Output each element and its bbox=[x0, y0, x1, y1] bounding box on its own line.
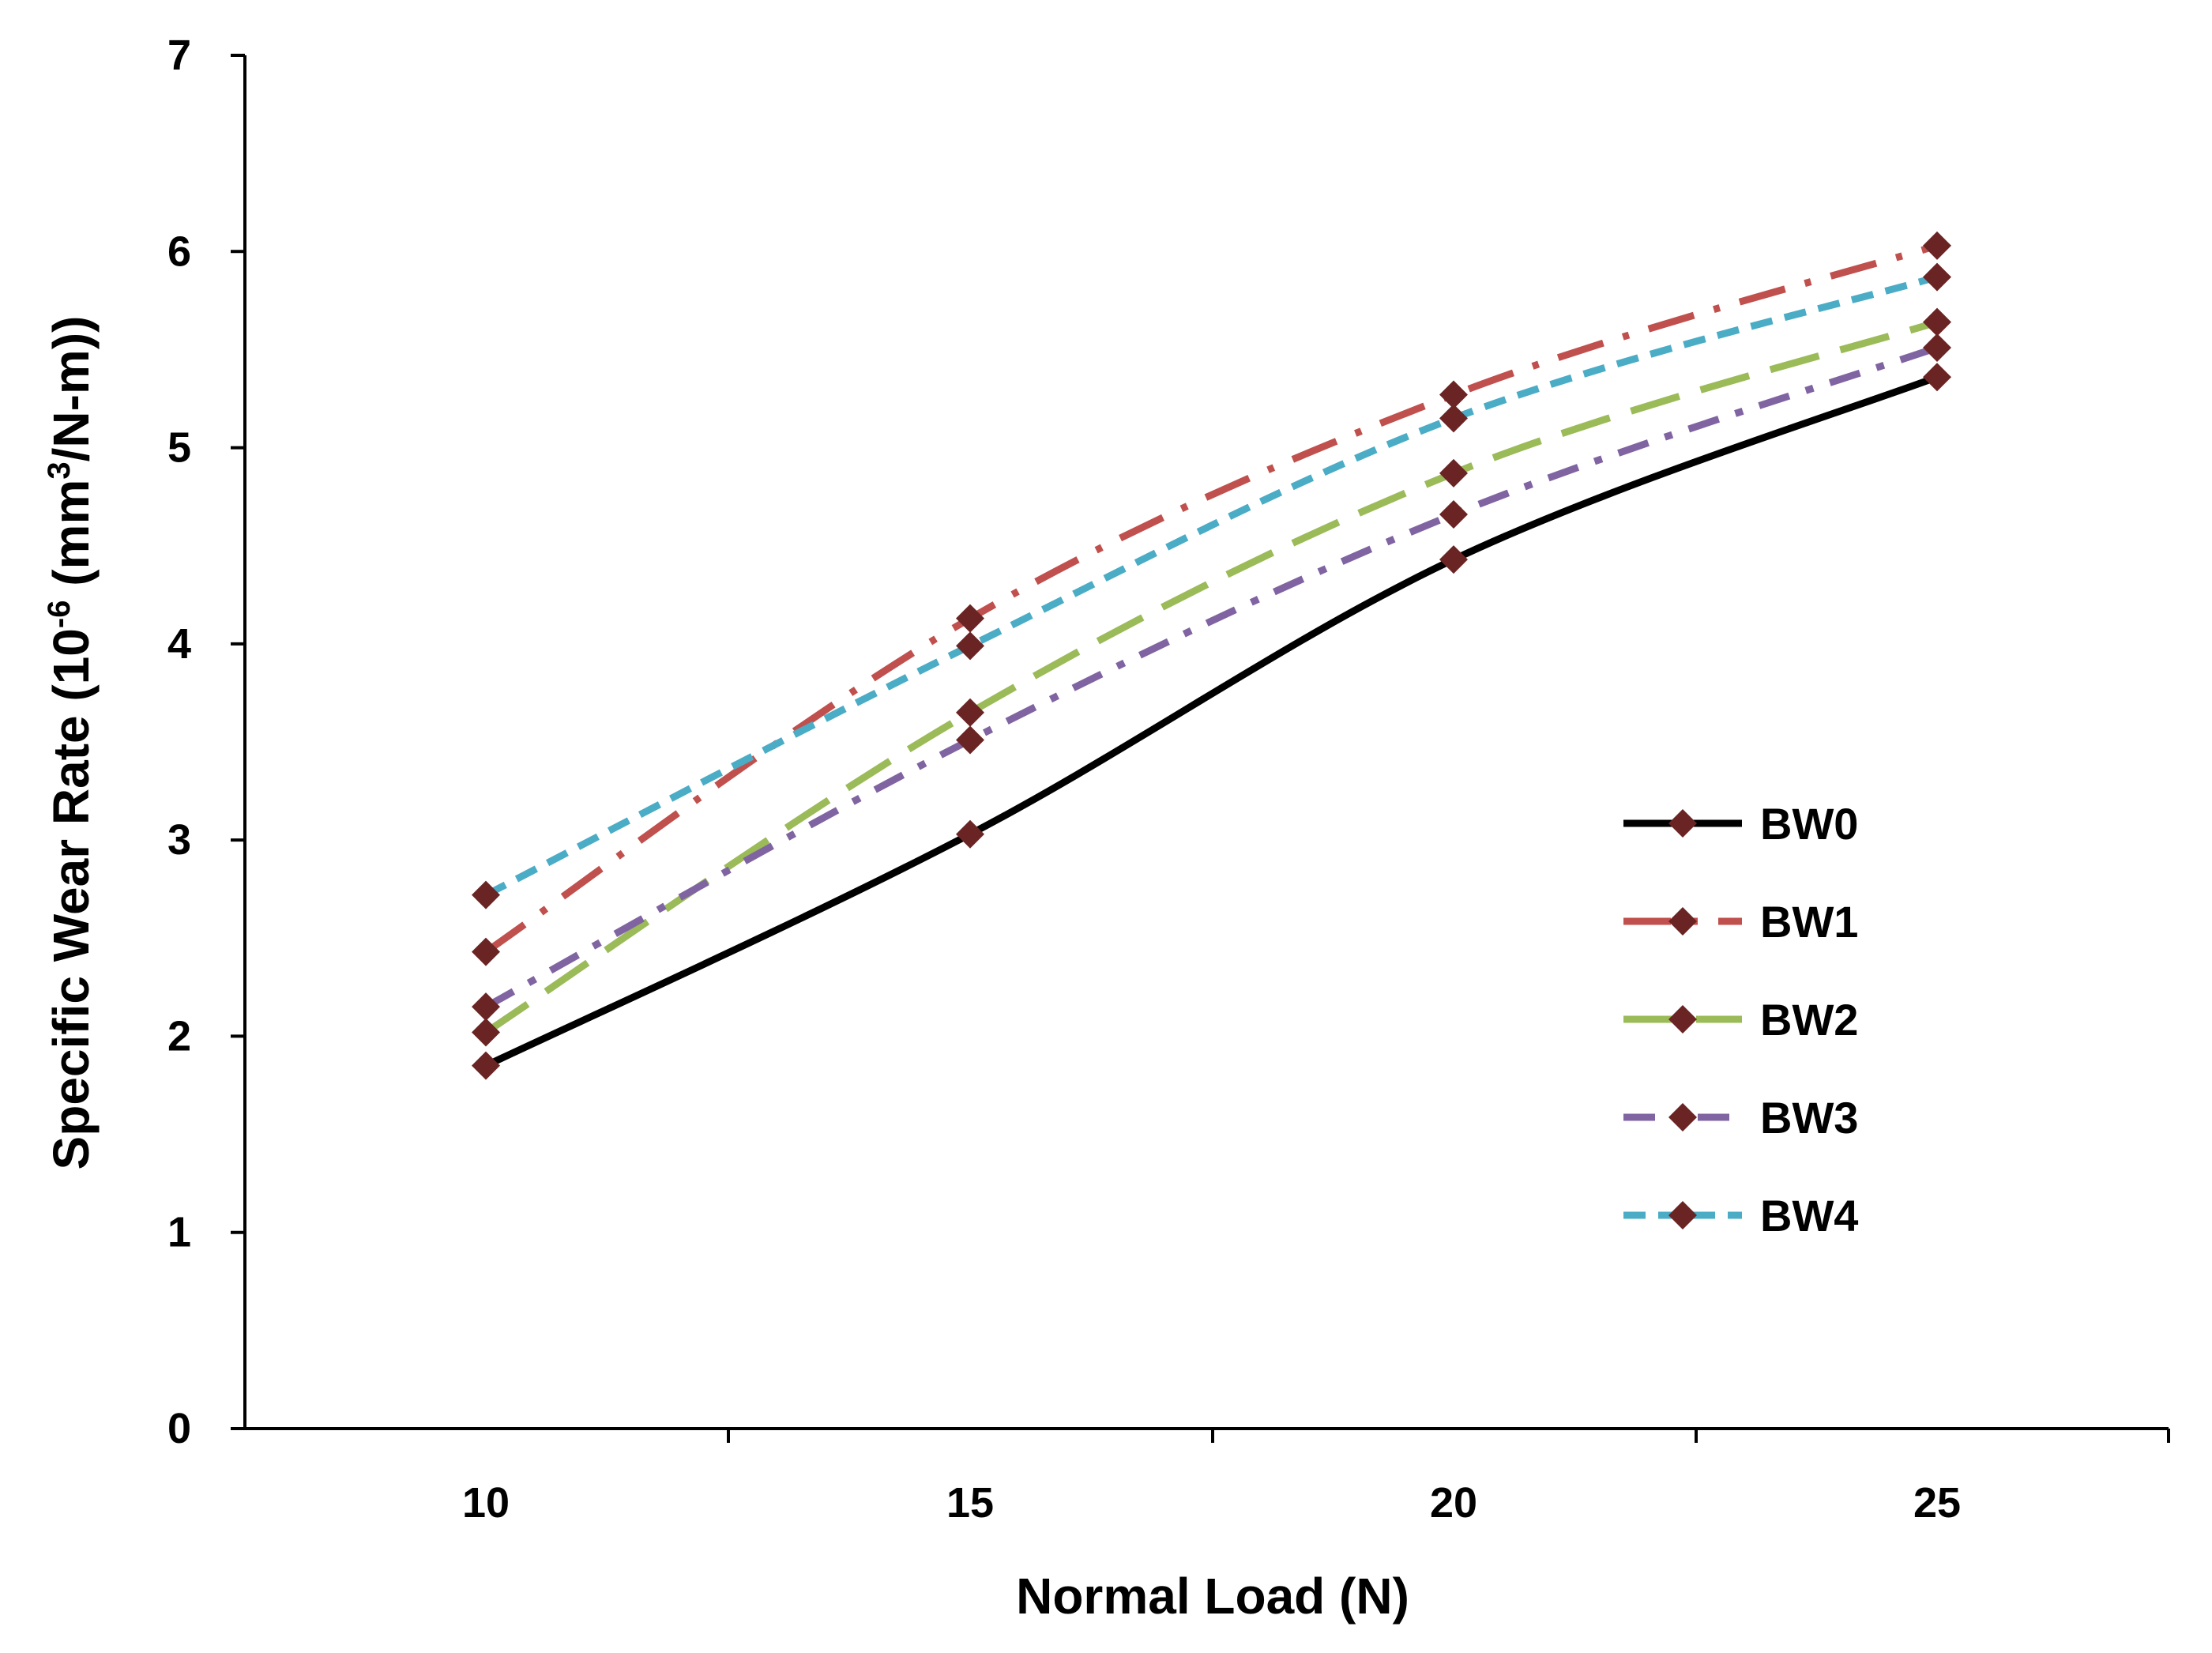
data-point-bw3-25 bbox=[1923, 333, 1951, 362]
data-point-bw0-25 bbox=[1923, 363, 1951, 392]
legend-marker-bw2 bbox=[1668, 1005, 1697, 1034]
data-point-bw2-15 bbox=[956, 698, 984, 727]
data-point-bw2-10 bbox=[472, 1018, 500, 1047]
series-group bbox=[472, 231, 1951, 1080]
legend-marker-bw4 bbox=[1668, 1201, 1697, 1229]
x-tick-label: 10 bbox=[462, 1479, 510, 1527]
series-bw1 bbox=[472, 231, 1951, 966]
x-tick-label: 25 bbox=[1913, 1479, 1961, 1527]
y-axis-title-exp2: 3 bbox=[42, 461, 77, 479]
legend-label-bw1: BW1 bbox=[1760, 897, 1858, 947]
y-tick-label: 2 bbox=[167, 1012, 191, 1060]
axes bbox=[243, 55, 2169, 1430]
data-point-bw3-20 bbox=[1439, 499, 1468, 529]
legend-label-bw4: BW4 bbox=[1760, 1191, 1858, 1241]
legend-marker-bw1 bbox=[1668, 907, 1697, 936]
data-point-bw4-20 bbox=[1439, 404, 1468, 433]
y-tick-label: 0 bbox=[167, 1405, 191, 1452]
series-line-bw3 bbox=[483, 344, 1939, 1011]
legend-item-bw1: BW1 bbox=[1623, 897, 1858, 947]
legend-item-bw4: BW4 bbox=[1623, 1191, 1858, 1241]
legend-label-bw3: BW3 bbox=[1760, 1093, 1858, 1143]
x-axis-ticks: 10 15 20 25 bbox=[462, 1429, 2170, 1527]
legend-label-bw2: BW2 bbox=[1760, 995, 1858, 1045]
data-point-bw1-10 bbox=[472, 937, 500, 966]
series-line-bw4 bbox=[483, 273, 1939, 898]
data-point-bw4-25 bbox=[1923, 262, 1951, 292]
series-bw3 bbox=[472, 333, 1951, 1022]
y-axis-title-part3: /N-m)) bbox=[43, 316, 100, 462]
y-tick-label: 5 bbox=[167, 424, 191, 472]
y-axis-ticks: 0 1 2 3 4 5 6 7 bbox=[167, 32, 245, 1452]
data-point-bw4-15 bbox=[956, 631, 984, 661]
x-tick-label: 15 bbox=[946, 1479, 994, 1527]
x-axis-title: Normal Load (N) bbox=[1016, 1568, 1409, 1625]
legend-marker-bw0 bbox=[1668, 809, 1697, 838]
legend-item-bw2: BW2 bbox=[1623, 995, 1858, 1045]
legend-item-bw3: BW3 bbox=[1623, 1093, 1858, 1143]
y-axis-title-part2: (mm bbox=[43, 480, 100, 601]
data-point-bw0-10 bbox=[472, 1051, 500, 1080]
y-axis-title: Specific Wear Rate (10-6 (mm3/N-m)) bbox=[42, 316, 100, 1170]
data-point-bw2-25 bbox=[1923, 307, 1951, 337]
y-tick-label: 3 bbox=[167, 816, 191, 864]
y-tick-label: 7 bbox=[167, 32, 191, 79]
y-tick-label: 1 bbox=[167, 1209, 191, 1256]
y-tick-label: 6 bbox=[167, 228, 191, 275]
series-line-bw1 bbox=[483, 242, 1939, 955]
y-tick-label: 4 bbox=[167, 620, 191, 668]
series-line-bw0 bbox=[484, 373, 1939, 1069]
legend-item-bw0: BW0 bbox=[1623, 799, 1858, 849]
y-axis-title-exp1: -6 bbox=[42, 601, 77, 629]
data-point-bw0-20 bbox=[1439, 545, 1468, 574]
legend: BW0 BW1 BW2 BW3 BW4 bbox=[1623, 799, 1858, 1241]
series-bw4 bbox=[472, 262, 1951, 909]
data-point-bw4-10 bbox=[472, 880, 500, 909]
series-line-bw2 bbox=[483, 318, 1939, 1036]
legend-marker-bw3 bbox=[1668, 1103, 1697, 1131]
y-axis-title-part1: Specific Wear Rate (10 bbox=[43, 628, 100, 1169]
series-bw0 bbox=[472, 363, 1951, 1080]
series-bw2 bbox=[472, 307, 1951, 1047]
x-tick-label: 20 bbox=[1430, 1479, 1477, 1527]
data-point-bw2-20 bbox=[1439, 458, 1468, 488]
data-point-bw1-25 bbox=[1923, 231, 1951, 260]
data-point-bw1-20 bbox=[1439, 380, 1468, 409]
data-point-bw1-15 bbox=[956, 604, 984, 633]
data-point-bw0-15 bbox=[956, 819, 984, 849]
legend-label-bw0: BW0 bbox=[1760, 799, 1858, 849]
data-point-bw3-15 bbox=[956, 725, 984, 755]
data-point-bw3-10 bbox=[472, 992, 500, 1022]
